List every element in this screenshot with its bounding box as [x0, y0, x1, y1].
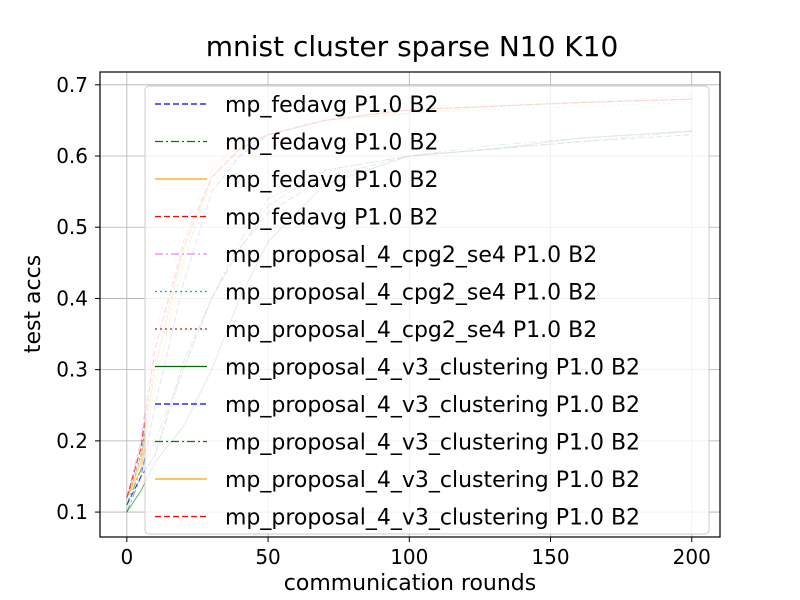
legend-entry-label: mp_fedavg P1.0 B2	[225, 93, 438, 118]
legend-entry-label: mp_proposal_4_cpg2_se4 P1.0 B2	[225, 243, 597, 268]
legend-entry-label: mp_proposal_4_v3_clustering P1.0 B2	[225, 506, 640, 531]
legend-entry-label: mp_proposal_4_cpg2_se4 P1.0 B2	[225, 318, 597, 343]
legend-entry-label: mp_proposal_4_v3_clustering P1.0 B2	[225, 468, 640, 493]
y-ticks: 0.1 0.2 0.3 0.4 0.5 0.6 0.7	[56, 73, 100, 524]
y-axis-label: test accs	[21, 255, 46, 353]
x-axis-label: communication rounds	[284, 571, 536, 596]
x-tick-label: 50	[255, 545, 280, 569]
legend-entry-label: mp_fedavg P1.0 B2	[225, 206, 438, 231]
y-tick-label: 0.5	[56, 215, 88, 239]
y-tick-label: 0.6	[56, 144, 88, 168]
legend-entry-label: mp_fedavg P1.0 B2	[225, 131, 438, 156]
legend-entry-label: mp_proposal_4_v3_clustering P1.0 B2	[225, 393, 640, 418]
legend-entry-label: mp_proposal_4_cpg2_se4 P1.0 B2	[225, 281, 597, 306]
y-tick-label: 0.7	[56, 73, 88, 97]
x-tick-label: 150	[531, 545, 569, 569]
y-tick-label: 0.3	[56, 358, 88, 382]
legend-entry-label: mp_proposal_4_v3_clustering P1.0 B2	[225, 356, 640, 381]
x-tick-label: 200	[673, 545, 711, 569]
x-ticks: 0 50 100 150 200	[120, 537, 711, 569]
legend-entry-label: mp_proposal_4_v3_clustering P1.0 B2	[225, 431, 640, 456]
plot-frame	[99, 71, 721, 538]
y-tick-label: 0.1	[56, 500, 88, 524]
y-tick-label: 0.2	[56, 429, 88, 453]
y-tick-label: 0.4	[56, 286, 88, 310]
x-tick-label: 0	[120, 545, 133, 569]
legend-entry-label: mp_fedavg P1.0 B2	[225, 168, 438, 193]
chart-title: mnist cluster sparse N10 K10	[206, 30, 619, 63]
legend: mp_fedavg P1.0 B2 mp_fedavg P1.0 B2 mp_fed…	[144, 85, 710, 535]
x-tick-label: 100	[390, 545, 428, 569]
legend-box	[144, 85, 710, 535]
